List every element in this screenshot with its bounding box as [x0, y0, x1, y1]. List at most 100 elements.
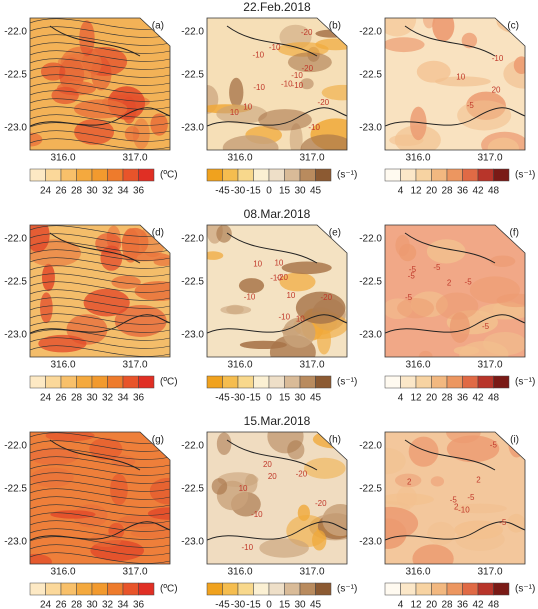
field-blob [300, 78, 314, 90]
streamline [30, 512, 170, 524]
field-blob [258, 109, 312, 131]
colorbar-box [206, 582, 223, 596]
streamline [30, 496, 170, 508]
panel-border [29, 17, 171, 151]
colorbar-unit: (s⁻¹) [337, 170, 357, 181]
field-blob [132, 118, 150, 150]
contour-label: 10 [243, 102, 252, 111]
map-panel: -5 10 20 -10 (c) -22.0 -22.5 -23.0 316.0 317.0 4 12… [359, 17, 535, 197]
contour-label: -10 [253, 83, 265, 92]
colorbar-box [315, 375, 332, 389]
colorbar-tick-label: 26 [55, 186, 67, 197]
field-blob [422, 18, 436, 29]
field-blob [503, 58, 525, 89]
colorbar-box [91, 375, 108, 389]
contour-label: -20 [318, 98, 330, 107]
contour-label: -20 [315, 499, 327, 508]
colorbar-tick-label: 12 [410, 600, 422, 609]
y-tick-label: -23.0 [359, 537, 382, 548]
colorbar-tick-label: 34 [117, 393, 129, 404]
colorbar-box [206, 375, 223, 389]
colorbar-tick-label: 20 [426, 600, 438, 609]
colorbar-box [107, 375, 124, 389]
contour-label: -20 [301, 28, 313, 37]
x-tick-label: 317.0 [477, 153, 502, 164]
contour-label: -20 [276, 273, 288, 282]
coastline [207, 107, 347, 127]
colorbar-unit: (ºC) [160, 170, 178, 181]
field-blob [31, 467, 74, 488]
colorbar-tick-label: 30 [86, 600, 98, 609]
colorbar-unit: (s⁻¹) [515, 377, 535, 388]
coastline [385, 521, 525, 541]
field-blob [397, 298, 435, 319]
field-blob [395, 234, 410, 257]
field-blob [297, 504, 310, 521]
colorbar-tick-label: 36 [457, 600, 469, 609]
colorbar-tick-label: 28 [71, 600, 83, 609]
y-tick-label: -22.0 [4, 27, 27, 38]
colorbar-box [107, 582, 124, 596]
contour-label: 10 [239, 484, 248, 493]
colorbar-box [268, 582, 285, 596]
field-blob [432, 18, 455, 42]
x-tick-label: 317.0 [122, 153, 147, 164]
contour-label: 20 [268, 472, 277, 481]
streamline [30, 472, 170, 484]
coastline [404, 439, 496, 471]
colorbar-box [138, 375, 155, 389]
colorbar-tick-label: 32 [102, 393, 114, 404]
field-blob [321, 84, 347, 101]
contour-label: -5 [467, 493, 475, 502]
colorbar-tick-label: 45 [310, 600, 322, 609]
contour-label: -10 [279, 312, 291, 321]
map-field: 2-5-5-5-5-5-5 [385, 225, 525, 357]
streamline [30, 50, 170, 62]
colorbar-box [477, 168, 494, 182]
streamline [30, 122, 170, 134]
streamline [30, 26, 170, 38]
map-field: -5 10 20 -10 [385, 18, 525, 150]
colorbar-box [284, 168, 301, 182]
colorbar-box [45, 168, 62, 182]
colorbar-box [400, 582, 417, 596]
colorbar-box [284, 582, 301, 596]
streamline [30, 114, 170, 126]
field-blob [79, 20, 95, 57]
field-blob [489, 255, 516, 267]
field-blob [453, 503, 507, 514]
colorbar-box [400, 168, 417, 182]
field-blob [114, 304, 167, 337]
colorbar-box [431, 168, 448, 182]
contour-label: 10 [274, 258, 283, 267]
colorbar-tick-label: -15 [246, 600, 261, 609]
contour-label: -5 [482, 322, 490, 331]
colorbar-tick-label: -45 [215, 393, 230, 404]
colorbar-tick-label: -45 [215, 186, 230, 197]
map-panel: -10-10-10-20-20-1010-10-1010-10-20(b)-22… [181, 17, 357, 197]
panel-label: (h) [329, 435, 341, 446]
field-blob [312, 530, 327, 551]
field-blob [40, 292, 53, 324]
colorbar-box [384, 582, 401, 596]
field-blob [51, 86, 79, 105]
colorbar-tick-label: 12 [410, 186, 422, 197]
contour-label: -5 [490, 441, 498, 450]
colorbar-box [206, 168, 223, 182]
colorbar-tick-label: 32 [102, 186, 114, 197]
colorbar-tick-label: 12 [410, 393, 422, 404]
colorbar-tick-label: 30 [294, 186, 306, 197]
field-blob [282, 317, 316, 348]
colorbar-box [253, 375, 270, 389]
field-blob [130, 528, 170, 539]
x-tick-label: 317.0 [477, 567, 502, 578]
streamline [30, 273, 170, 285]
x-tick-label: 316.0 [50, 567, 75, 578]
panel-label: (f) [510, 228, 519, 239]
colorbar-tick-label: 36 [133, 186, 145, 197]
streamline [30, 520, 170, 532]
map-panel: (d) -22.0 -22.5 -23.0 316.0 317.0 24 26 28 30 32 34… [4, 224, 178, 404]
field-blob [434, 76, 491, 87]
